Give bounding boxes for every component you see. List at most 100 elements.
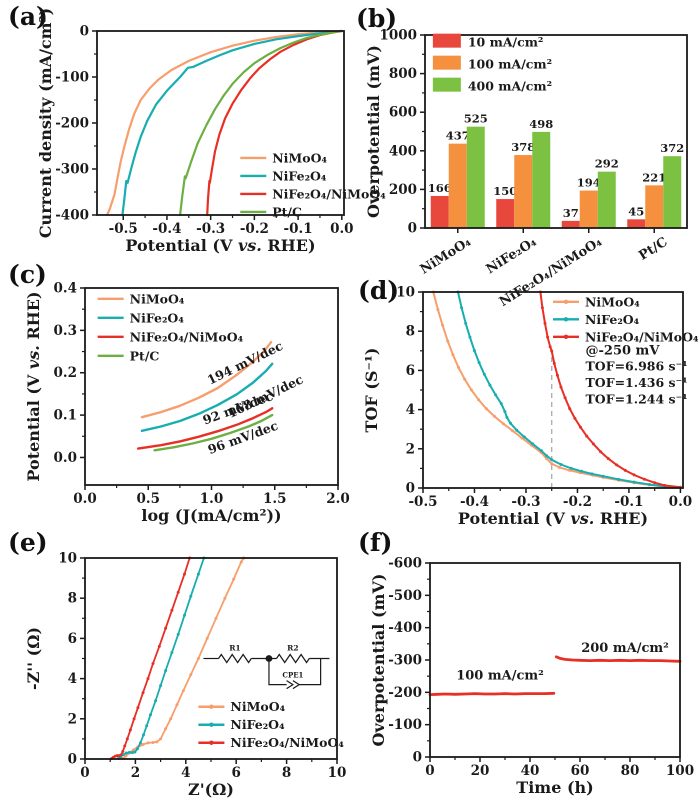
x-tick-label: -0.2 xyxy=(240,221,269,237)
bar-400-ma-cm- xyxy=(663,156,682,228)
y-tick-label: 800 xyxy=(389,66,417,82)
y-tick-label: -300 xyxy=(55,162,89,178)
y-tick-label: 2 xyxy=(68,711,77,727)
series-nife-o- xyxy=(121,29,343,217)
y-axis-label: Current density (mA/cm²) xyxy=(36,8,55,238)
legend-label: NiFe₂O₄/NiMoO₄ xyxy=(130,329,244,344)
legend-label: NiFe₂O₄ xyxy=(585,312,640,327)
bar-value-label: 292 xyxy=(595,157,619,171)
legend-label: 10 mA/cm² xyxy=(468,35,544,50)
y-tick-label: 4 xyxy=(406,402,415,418)
y-tick-label: 0 xyxy=(80,24,89,40)
panel-label-f: (f) xyxy=(358,528,393,557)
x-tick-label: -0.5 xyxy=(109,221,138,237)
x-tick-label: 0.0 xyxy=(330,221,354,237)
x-tick-label: 10 xyxy=(328,765,347,781)
y-tick-label: 0.2 xyxy=(54,365,78,381)
legend-marker xyxy=(209,740,214,745)
y-axis-label: Potential (V vs. RHE) xyxy=(24,291,43,481)
y-tick-label: 2 xyxy=(406,441,415,457)
x-axis-label: log (J(mA/cm²)) xyxy=(141,506,281,525)
y-axis-label: Overpotential (mV) xyxy=(364,45,383,218)
x-tick-label: 0 xyxy=(80,765,89,781)
x-tick-label: 20 xyxy=(471,763,490,779)
x-tick-label: -0.2 xyxy=(563,494,592,510)
legend-label: NiFe₂O₄ xyxy=(130,310,185,325)
series-200-ma-cm-step xyxy=(554,655,682,663)
panel-label-c: (c) xyxy=(8,260,47,289)
bar-10-ma-cm- xyxy=(627,219,646,228)
bar-value-label: 166 xyxy=(428,181,452,195)
bar-100-ma-cm- xyxy=(448,143,467,228)
series-pt-c xyxy=(179,29,343,217)
bar-value-label: 37 xyxy=(563,206,579,220)
y-tick-label: -200 xyxy=(55,116,89,132)
bar-value-label: 378 xyxy=(511,140,535,154)
legend-swatch xyxy=(432,77,461,92)
annotation: TOF=1.436 s⁻¹ xyxy=(586,375,688,390)
panel-b-chart: 166437525NiMoO₄150378498NiFe₂O₄37194292N… xyxy=(364,28,688,310)
y-tick-label: 0.1 xyxy=(54,408,78,424)
x-axis-label: Potential (V vs. RHE) xyxy=(458,509,648,528)
legend-label: Pt/C xyxy=(272,204,302,219)
y-tick-label: 8 xyxy=(406,324,415,340)
x-tick-label: 0.0 xyxy=(669,494,693,510)
legend-label: NiFe₂O₄/NiMoO₄ xyxy=(585,329,699,344)
legend-label: 400 mA/cm² xyxy=(468,79,552,94)
y-tick-label: -300 xyxy=(388,653,422,669)
annotation: TOF=6.986 s⁻¹ xyxy=(586,358,688,373)
legend-marker xyxy=(563,299,569,304)
y-tick-label: -400 xyxy=(388,620,422,636)
series-100-ma-cm-step xyxy=(428,691,556,697)
bar-400-ma-cm- xyxy=(597,171,616,228)
legend-label: NiMoO₄ xyxy=(585,294,640,309)
panel-label-e: (e) xyxy=(8,528,48,557)
panel-label-b: (b) xyxy=(356,4,398,33)
annotation: 100 mA/cm² xyxy=(456,668,544,683)
y-tick-label: 400 xyxy=(389,143,417,159)
y-tick-label: -500 xyxy=(388,588,422,604)
bar-value-label: 437 xyxy=(446,129,470,143)
bar-value-label: 372 xyxy=(660,141,684,155)
annotation: 200 mA/cm² xyxy=(581,641,669,656)
bar-100-ma-cm- xyxy=(579,190,598,228)
x-tick-label: 0.0 xyxy=(73,491,97,507)
legend-label: NiFe₂O₄/NiMoO₄ xyxy=(272,186,386,201)
legend-marker xyxy=(209,704,214,709)
series-nimoo- xyxy=(121,556,246,761)
bar-10-ma-cm- xyxy=(561,220,580,228)
bar-value-label: 150 xyxy=(493,184,517,198)
x-tick-label: -0.3 xyxy=(511,494,540,510)
y-tick-label: 200 xyxy=(389,182,417,198)
y-tick-label: 6 xyxy=(406,363,415,379)
x-tick-label: -0.4 xyxy=(460,494,489,510)
series-nife-o-nimoo- xyxy=(110,556,192,761)
bar-10-ma-cm- xyxy=(496,199,515,228)
series-nimoo- xyxy=(105,29,343,217)
legend-swatch xyxy=(432,33,461,48)
legend-label: NiMoO₄ xyxy=(130,291,185,306)
y-tick-label: -100 xyxy=(388,717,422,733)
series-nife-o- xyxy=(116,556,206,761)
legend-marker xyxy=(563,334,569,339)
y-tick-label: 10 xyxy=(396,285,415,301)
circuit-label-cpe: CPE1 xyxy=(282,671,303,680)
panel-a-chart: -0.5 -0.4 -0.3 -0.2 -0.1 0.0 0 -100 -200 -300 -400… xyxy=(36,8,386,255)
y-tick-label: 0 xyxy=(413,750,422,766)
x-tick-label: 2 xyxy=(131,765,140,781)
bar-100-ma-cm- xyxy=(514,155,533,228)
panel-label-d: (d) xyxy=(358,276,400,305)
y-tick-label: 10 xyxy=(58,551,77,567)
x-tick-label: 1.0 xyxy=(200,491,224,507)
y-tick-label: 600 xyxy=(389,105,417,121)
series-nife-o-nimoo- xyxy=(538,290,682,489)
series-nife-o- xyxy=(140,362,274,433)
x-tick-label: 100 xyxy=(666,763,694,779)
y-tick-label: 8 xyxy=(68,591,77,607)
legend-label: NiFe₂O₄ xyxy=(272,168,327,183)
y-tick-label: 0.0 xyxy=(54,450,78,466)
x-tick-label: -0.5 xyxy=(408,494,437,510)
x-tick-label: -0.3 xyxy=(196,221,225,237)
y-tick-label: 4 xyxy=(68,671,77,687)
